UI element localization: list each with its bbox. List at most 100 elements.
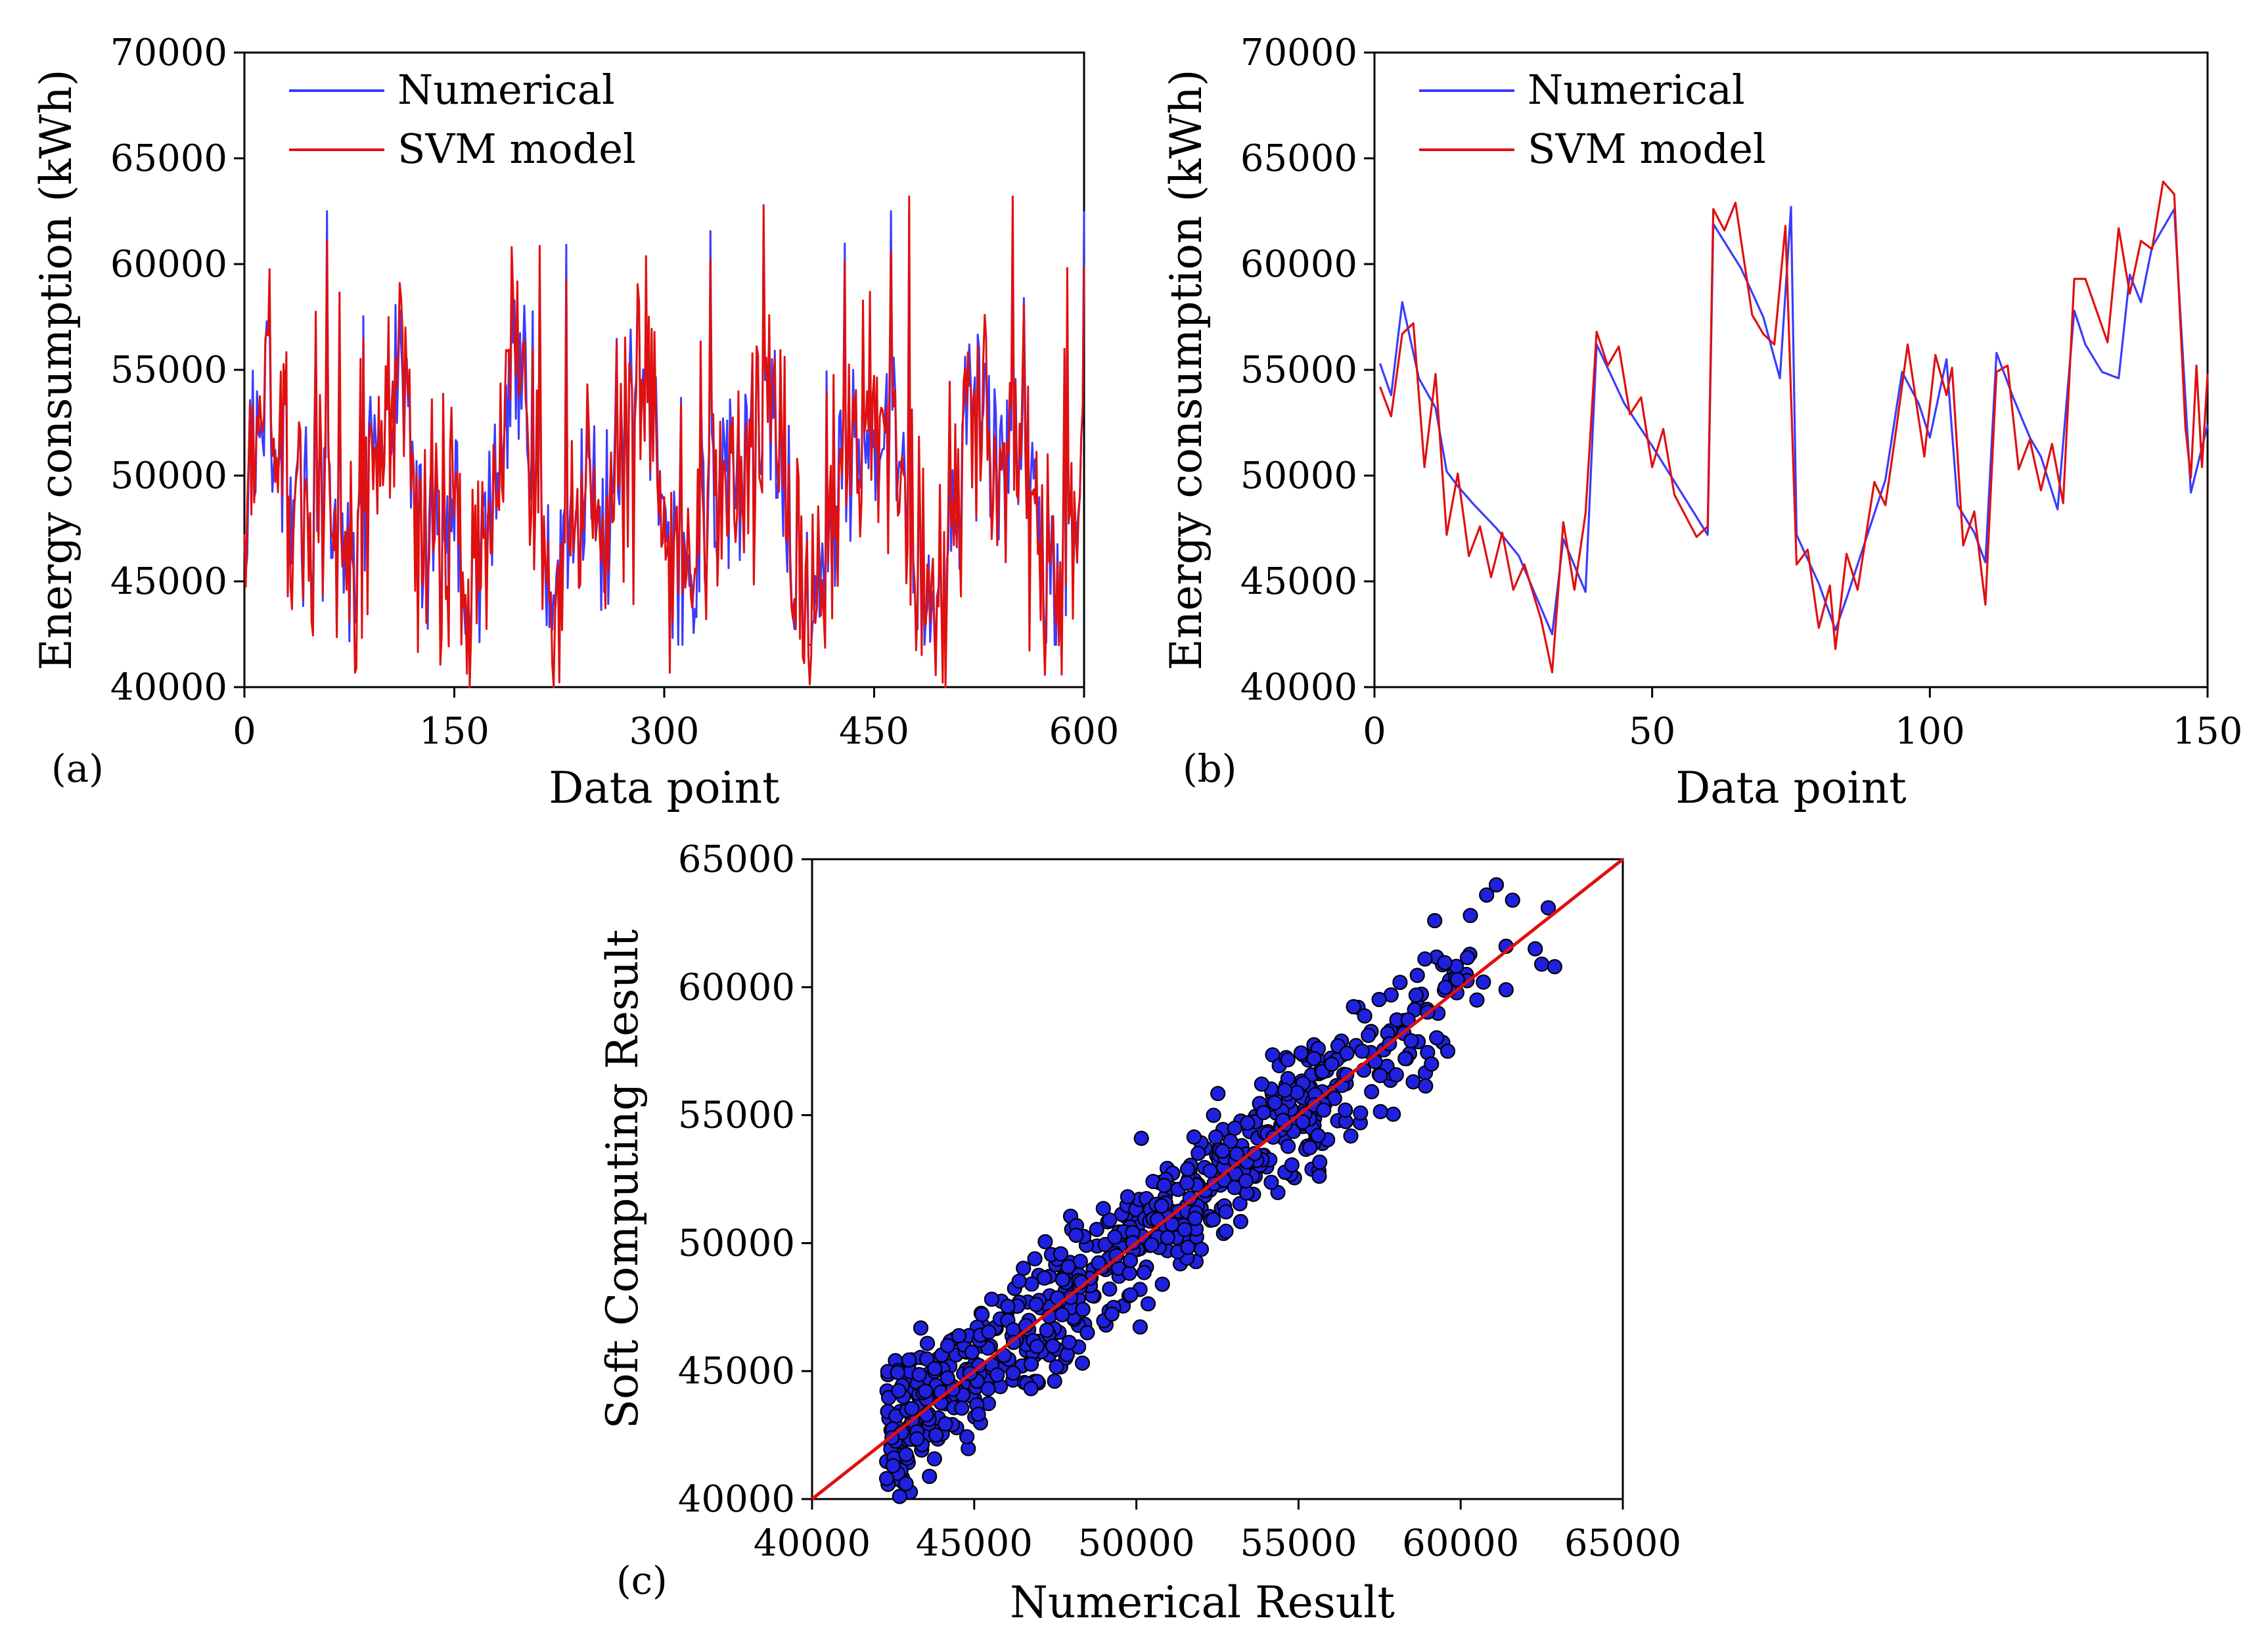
y-tick-label: 65000 bbox=[110, 137, 227, 180]
scatter-point bbox=[1498, 982, 1514, 998]
scatter-point bbox=[1256, 1105, 1271, 1121]
scatter-point bbox=[1424, 1056, 1440, 1072]
scatter-point bbox=[1068, 1227, 1084, 1244]
legend-label-svm-a: SVM model bbox=[397, 125, 636, 173]
scatter-point bbox=[913, 1320, 929, 1336]
scatter-point bbox=[878, 1471, 895, 1487]
y-tick-label: 70000 bbox=[110, 32, 227, 74]
scatter-point bbox=[892, 1489, 907, 1504]
scatter-point bbox=[1027, 1251, 1043, 1267]
scatter-point bbox=[1289, 1085, 1305, 1100]
scatter-point bbox=[1343, 1128, 1359, 1144]
scatter-point bbox=[1108, 1247, 1124, 1264]
scatter-point bbox=[1023, 1357, 1039, 1372]
scatter-point bbox=[1091, 1255, 1106, 1271]
chart-panel-a: 40000 45000 50000 55000 60000 65000 70000 0 150… bbox=[31, 32, 1119, 813]
x-tick-label: 60000 bbox=[1402, 1522, 1519, 1565]
scatter-point bbox=[928, 1427, 944, 1443]
scatter-point bbox=[1372, 1067, 1388, 1083]
scatter-point bbox=[1293, 1045, 1309, 1061]
scatter-point bbox=[1403, 1033, 1419, 1049]
y-axis-label-a: Energy consumption (kWh) bbox=[31, 70, 81, 671]
scatter-point bbox=[898, 1446, 914, 1462]
scatter-point bbox=[1277, 1083, 1293, 1098]
scatter-point bbox=[1060, 1259, 1076, 1274]
scatter-point bbox=[1233, 1213, 1249, 1230]
scatter-point bbox=[1029, 1339, 1045, 1355]
scatter-point bbox=[1409, 968, 1425, 983]
x-ticks-b: 0 50 100 150 bbox=[1363, 687, 2242, 753]
scatter-point bbox=[904, 1401, 920, 1416]
x-ticks-a: 0 150 300 450 600 bbox=[233, 687, 1119, 753]
scatter-point bbox=[1386, 1106, 1401, 1122]
y-axis-label-b: Energy consumption (kWh) bbox=[1161, 70, 1212, 671]
scatter-point bbox=[1476, 974, 1491, 990]
series-line-svm-a bbox=[243, 195, 1085, 688]
scatter-point bbox=[1418, 1078, 1434, 1094]
scatter-point bbox=[1202, 1163, 1218, 1178]
scatter-point bbox=[890, 1364, 905, 1380]
scatter-point bbox=[1459, 950, 1476, 966]
scatter-point bbox=[1205, 1212, 1221, 1228]
scatter-point bbox=[1505, 892, 1520, 908]
x-tick-label: 150 bbox=[419, 710, 489, 753]
y-tick-label: 50000 bbox=[678, 1222, 795, 1265]
scatter-point bbox=[940, 1370, 955, 1386]
scatter-point bbox=[981, 1324, 997, 1340]
y-tick-label: 65000 bbox=[1240, 137, 1357, 180]
scatter-point bbox=[1488, 877, 1505, 893]
scatter-point bbox=[1125, 1235, 1141, 1251]
scatter-point bbox=[1049, 1359, 1064, 1375]
y-tick-label: 50000 bbox=[110, 455, 227, 497]
x-tick-label: 150 bbox=[2173, 710, 2243, 753]
scatter-point bbox=[1053, 1246, 1069, 1262]
scatter-point bbox=[1104, 1306, 1120, 1322]
x-axis-label-a: Data point bbox=[549, 763, 779, 813]
scatter-point bbox=[1186, 1129, 1202, 1145]
y-tick-label: 60000 bbox=[1240, 243, 1357, 286]
scatter-point bbox=[1037, 1234, 1053, 1249]
x-axis-label-b: Data point bbox=[1675, 763, 1906, 813]
y-tick-label: 45000 bbox=[110, 560, 227, 603]
scatter-point bbox=[1353, 1105, 1369, 1121]
x-tick-label: 40000 bbox=[754, 1522, 871, 1565]
x-tick-label: 300 bbox=[629, 710, 700, 753]
scatter-point bbox=[1440, 1043, 1456, 1059]
scatter-points bbox=[878, 877, 1562, 1504]
scatter-point bbox=[927, 1360, 943, 1377]
scatter-point bbox=[954, 1401, 970, 1416]
scatter-point bbox=[1154, 1276, 1170, 1292]
scatter-point bbox=[1280, 1138, 1296, 1154]
scatter-point bbox=[1210, 1086, 1226, 1102]
scatter-point bbox=[1392, 974, 1408, 991]
scatter-point bbox=[1179, 1175, 1195, 1191]
scatter-point bbox=[922, 1468, 938, 1485]
scatter-point bbox=[1324, 1056, 1340, 1072]
scatter-point bbox=[1095, 1201, 1111, 1217]
scatter-point bbox=[1136, 1265, 1152, 1280]
scatter-point bbox=[1361, 1027, 1376, 1043]
x-tick-label: 50 bbox=[1629, 710, 1675, 753]
y-tick-label: 65000 bbox=[678, 838, 795, 881]
panel-label-b: (b) bbox=[1183, 746, 1236, 791]
scatter-point bbox=[918, 1383, 934, 1399]
scatter-point bbox=[1339, 1045, 1355, 1062]
scatter-point bbox=[1193, 1242, 1210, 1257]
panel-label-a: (a) bbox=[51, 746, 104, 791]
scatter-point bbox=[1123, 1287, 1139, 1303]
scatter-point bbox=[1039, 1322, 1055, 1338]
x-tick-label: 0 bbox=[233, 710, 256, 753]
y-tick-label: 40000 bbox=[1240, 666, 1357, 709]
scatter-point bbox=[1122, 1265, 1137, 1281]
x-tick-label: 55000 bbox=[1240, 1522, 1357, 1565]
scatter-point bbox=[891, 1383, 907, 1399]
chart-panel-c: 40000 45000 50000 55000 60000 65000 40000 4500… bbox=[597, 838, 1681, 1628]
scatter-point bbox=[1133, 1131, 1149, 1146]
scatter-point bbox=[1479, 887, 1495, 903]
x-tick-label: 450 bbox=[839, 710, 909, 753]
scatter-point bbox=[938, 1416, 953, 1432]
scatter-point bbox=[1005, 1365, 1021, 1381]
y-tick-label: 40000 bbox=[110, 666, 227, 709]
scatter-point bbox=[1036, 1270, 1053, 1286]
